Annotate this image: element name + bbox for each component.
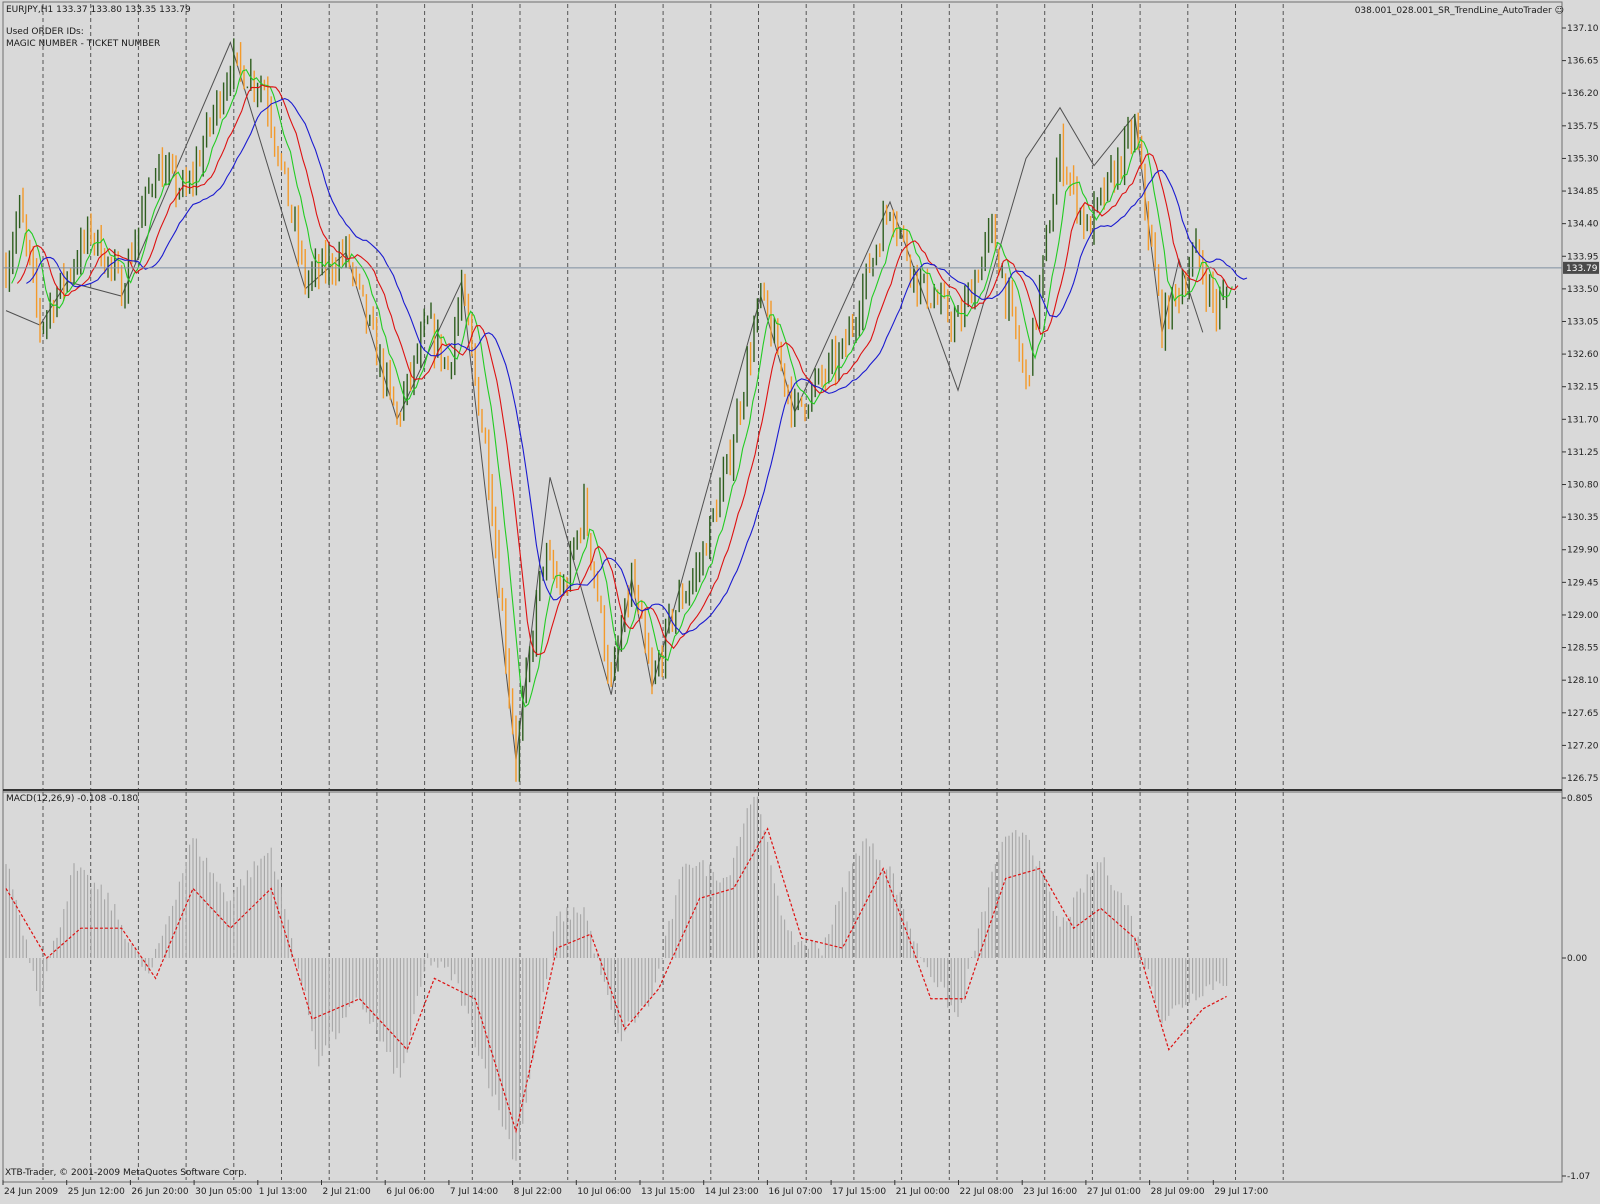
time-tick-label: 17 Jul 15:00 [832,1187,886,1197]
current-price-tag [1563,261,1599,274]
used-order-ids-label: Used ORDER IDs: [6,27,84,37]
candles [5,38,1228,782]
price-tick-label: 129.90 [1567,546,1599,556]
ma-mid-line [16,84,1239,656]
time-tick-label: 8 Jul 22:00 [514,1187,563,1197]
price-tick-label: 137.10 [1567,24,1599,34]
time-tick-label: 26 Jun 20:00 [131,1187,188,1197]
price-tick-label: 130.35 [1567,513,1599,523]
time-tick-label: 25 Jun 12:00 [68,1187,125,1197]
price-tick-label: 129.00 [1567,611,1599,621]
time-tick-label: 1 Jul 13:00 [259,1187,308,1197]
price-tick-label: 135.30 [1567,154,1599,164]
price-tick-label: 129.45 [1567,578,1599,588]
price-tick-label: 128.55 [1567,644,1599,654]
price-tick-label: 134.85 [1567,187,1599,197]
price-tick-label: 132.60 [1567,350,1599,360]
current-price-label: 133.79 [1566,264,1598,274]
time-tick-label: 21 Jul 00:00 [896,1187,950,1197]
price-tick-label: 134.40 [1567,220,1599,230]
price-tick-label: 131.70 [1567,415,1599,425]
macd-indicator-label: MACD(12,26,9) -0.108 -0.180 [6,794,139,804]
macd-histogram [5,796,1228,1161]
smiley-icon: ☺ [1554,6,1564,16]
price-tick-label: 136.65 [1567,57,1599,67]
price-tick-label: 132.15 [1567,383,1599,393]
time-tick-label: 22 Jul 08:00 [960,1187,1014,1197]
price-tick-label: 127.65 [1567,709,1599,719]
expert-name-text: 038.001_028.001_SR_TrendLine_AutoTrader [1354,6,1552,16]
price-tick-label: 130.80 [1567,481,1599,491]
main-chart-frame [2,1,1563,793]
time-tick-label: 10 Jul 06:00 [577,1187,631,1197]
ma-fast-line [11,69,1233,708]
ma-slow-line [26,98,1248,635]
symbol-info: EURJPY,H1 133.37 133.80 133.35 133.79 [6,5,191,15]
time-tick-label: 7 Jul 14:00 [450,1187,499,1197]
macd-chart-frame [2,789,1563,1183]
price-tick-label: 133.50 [1567,285,1599,295]
time-tick-label: 28 Jul 09:00 [1151,1187,1205,1197]
price-tick-label: 131.25 [1567,448,1599,458]
expert-advisor-name: 038.001_028.001_SR_TrendLine_AutoTrader … [1355,6,1564,17]
macd-tick-label: 0.00 [1567,954,1587,964]
time-tick-label: 2 Jul 21:00 [323,1187,372,1197]
price-tick-label: 126.75 [1567,774,1599,784]
copyright-text: XTB-Trader, © 2001-2009 MetaQuotes Softw… [5,1168,247,1178]
macd-tick-label: 0.805 [1567,794,1593,804]
price-tick-label: 127.20 [1567,741,1599,751]
macd-tick-label: -1.07 [1567,1172,1590,1182]
time-tick-label: 30 Jun 05:00 [195,1187,252,1197]
time-tick-label: 27 Jul 01:00 [1087,1187,1141,1197]
day-separators [42,4,1284,1180]
price-tick-label: 136.20 [1567,89,1599,99]
price-tick-label: 135.75 [1567,122,1599,132]
time-tick-label: 29 Jul 17:00 [1214,1187,1268,1197]
macd-signal-line [5,827,1227,1134]
time-tick-label: 6 Jul 06:00 [386,1187,435,1197]
price-axis: 137.10 136.65 136.20 135.75 135.30 134.85 134.… [1562,24,1599,784]
time-tick-label: 23 Jul 16:00 [1023,1187,1077,1197]
price-tick-label: 128.10 [1567,676,1599,686]
time-tick-label: 14 Jul 23:00 [705,1187,759,1197]
time-tick-label: 24 Jun 2009 [4,1187,58,1197]
price-tick-label: 133.95 [1567,252,1599,262]
magic-ticket-label: MAGIC NUMBER - TICKET NUMBER [6,39,161,49]
price-tick-label: 133.05 [1567,317,1599,327]
time-tick-label: 16 Jul 07:00 [768,1187,822,1197]
time-tick-label: 13 Jul 15:00 [641,1187,695,1197]
time-axis: 24 Jun 2009 25 Jun 12:00 26 Jun 20:00 30 Ju… [2,1180,1269,1197]
